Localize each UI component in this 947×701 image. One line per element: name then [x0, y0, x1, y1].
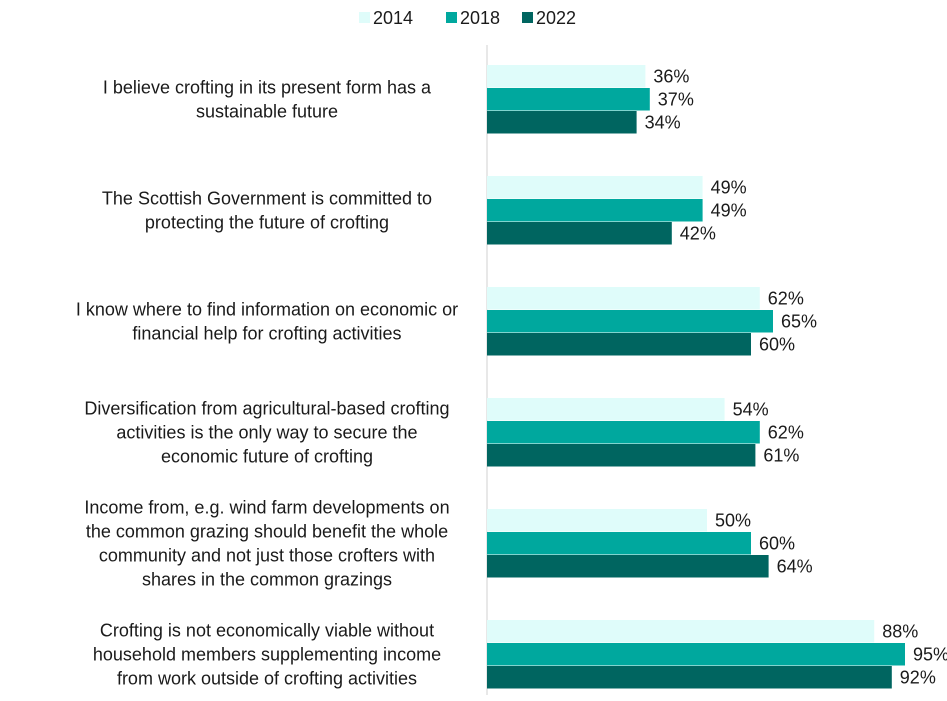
- category-label-line: community and not just those crofters wi…: [99, 545, 435, 565]
- legend-label-2018: 2018: [460, 8, 500, 28]
- category-label-line: Crofting is not economically viable with…: [100, 620, 434, 640]
- data-label-2014-cat1: 36%: [653, 66, 689, 86]
- category-label-line: The Scottish Government is committed to: [102, 188, 432, 208]
- category-label-4: Diversification from agricultural-based …: [84, 398, 449, 466]
- bar-2014-cat6: [487, 620, 875, 643]
- bar-2018-cat1: [487, 88, 650, 111]
- category-label-line: Diversification from agricultural-based …: [84, 398, 449, 418]
- data-label-2018-cat5: 60%: [759, 533, 795, 553]
- category-label-line: economic future of crofting: [161, 446, 373, 466]
- category-labels: I believe crofting in its present form h…: [76, 77, 458, 688]
- bar-2014-cat5: [487, 509, 707, 532]
- category-label-line: Income from, e.g. wind farm developments…: [84, 497, 449, 517]
- data-label-2022-cat4: 61%: [763, 445, 799, 465]
- bar-2018-cat5: [487, 532, 751, 555]
- bar-2022-cat5: [487, 555, 769, 578]
- bar-2018-cat6: [487, 643, 905, 666]
- data-label-2018-cat4: 62%: [768, 422, 804, 442]
- legend-swatch-2022: [522, 12, 533, 23]
- legend-label-2014: 2014: [373, 8, 413, 28]
- bar-2022-cat3: [487, 333, 751, 356]
- legend: 2014 2018 2022: [359, 8, 576, 28]
- category-label-line: I believe crofting in its present form h…: [103, 77, 432, 97]
- category-label-1: I believe crofting in its present form h…: [103, 77, 432, 121]
- bar-2018-cat4: [487, 421, 760, 444]
- category-label-line: the common grazing should benefit the wh…: [86, 521, 448, 541]
- bar-2022-cat4: [487, 444, 756, 467]
- category-label-line: protecting the future of crofting: [145, 212, 389, 232]
- data-label-2018-cat1: 37%: [658, 89, 694, 109]
- legend-label-2022: 2022: [536, 8, 576, 28]
- bar-2022-cat2: [487, 222, 672, 245]
- category-label-line: I know where to find information on econ…: [76, 299, 458, 319]
- data-label-2014-cat4: 54%: [733, 399, 769, 419]
- category-label-line: from work outside of crofting activities: [117, 668, 417, 688]
- bar-2014-cat3: [487, 287, 760, 310]
- data-label-2022-cat3: 60%: [759, 334, 795, 354]
- bar-2018-cat3: [487, 310, 773, 333]
- value-labels: 36% 37% 34% 49% 49% 42% 62% 65% 60% 54% 62% 61% 50% 6…: [645, 66, 947, 687]
- data-label-2022-cat2: 42%: [680, 223, 716, 243]
- data-label-2022-cat1: 34%: [645, 112, 681, 132]
- data-label-2014-cat3: 62%: [768, 288, 804, 308]
- bar-2014-cat4: [487, 398, 725, 421]
- legend-swatch-2014: [359, 12, 370, 23]
- category-label-2: The Scottish Government is committed to p…: [102, 188, 432, 232]
- legend-swatch-2018: [446, 12, 457, 23]
- data-label-2018-cat3: 65%: [781, 311, 817, 331]
- bar-2022-cat6: [487, 666, 892, 689]
- data-label-2022-cat6: 92%: [900, 667, 936, 687]
- bar-2014-cat1: [487, 65, 646, 88]
- data-label-2014-cat2: 49%: [711, 177, 747, 197]
- category-label-line: household members supplementing income: [93, 644, 441, 664]
- data-label-2022-cat5: 64%: [777, 556, 813, 576]
- category-label-line: sustainable future: [196, 101, 338, 121]
- data-label-2014-cat6: 88%: [882, 621, 918, 641]
- data-label-2018-cat2: 49%: [711, 200, 747, 220]
- data-label-2018-cat6: 95%: [913, 644, 947, 664]
- category-label-6: Crofting is not economically viable with…: [93, 620, 441, 688]
- data-label-2014-cat5: 50%: [715, 510, 751, 530]
- bar-2022-cat1: [487, 111, 637, 134]
- category-label-3: I know where to find information on econ…: [76, 299, 458, 343]
- category-label-5: Income from, e.g. wind farm developments…: [84, 497, 449, 589]
- category-label-line: financial help for crofting activities: [132, 323, 401, 343]
- bars: [487, 65, 905, 689]
- bar-2018-cat2: [487, 199, 703, 222]
- category-label-line: shares in the common grazings: [142, 569, 392, 589]
- category-label-line: activities is the only way to secure the: [116, 422, 417, 442]
- bar-2014-cat2: [487, 176, 703, 199]
